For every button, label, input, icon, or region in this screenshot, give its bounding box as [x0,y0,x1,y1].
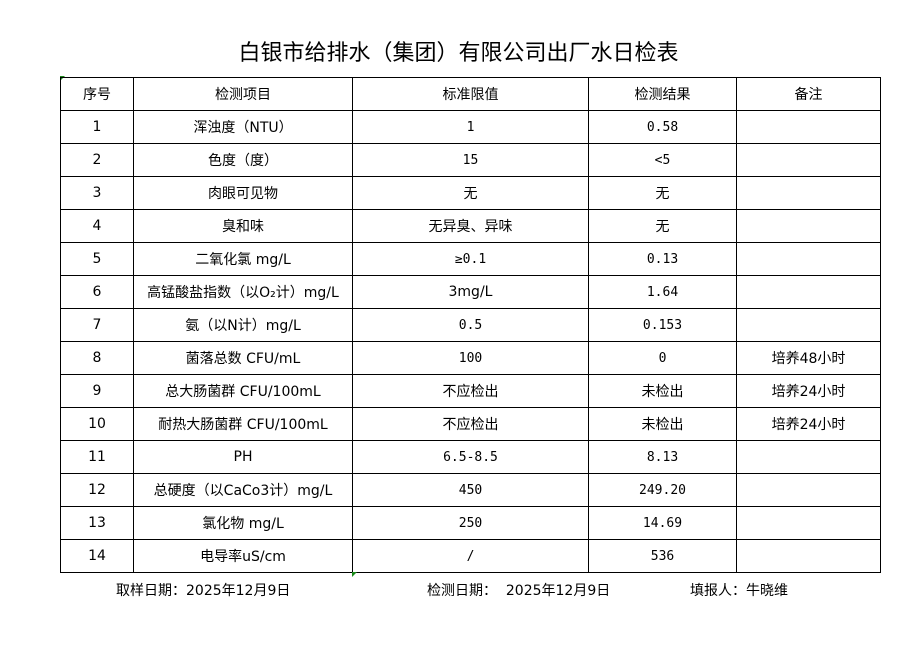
remark [736,110,881,144]
table-row: 13 氯化物 mg/L 250 14.69 [60,506,881,540]
table-row: 2 色度（度） 15 <5 [60,143,881,177]
row-index: 8 [60,341,134,375]
remark [736,440,881,474]
row-index: 3 [60,176,134,210]
item-name: 二氧化氯 mg/L [133,242,353,276]
test-result: 0.13 [588,242,737,276]
table-row: 8 菌落总数 CFU/mL 100 0 培养48小时 [60,341,881,375]
item-name: 总硬度（以CaCo3计）mg/L [133,473,353,507]
remark: 培养24小时 [736,374,881,408]
row-index: 5 [60,242,134,276]
table-row: 10 耐热大肠菌群 CFU/100mL 不应检出 未检出 培养24小时 [60,407,881,441]
standard-limit: 0.5 [352,308,589,342]
row-index: 12 [60,473,134,507]
table-row: 5 二氧化氯 mg/L ≥0.1 0.13 [60,242,881,276]
row-index: 9 [60,374,134,408]
inspection-table: 序号 检测项目 标准限值 检测结果 备注 1 浑浊度（NTU） 1 0.58 2 色度（度… [60,77,881,573]
row-index: 14 [60,539,134,573]
remark [736,506,881,540]
item-name: 菌落总数 CFU/mL [133,341,353,375]
test-result: 8.13 [588,440,737,474]
sample-date: 取样日期：2025年12月9日 [116,583,291,599]
table-row: 4 臭和味 无异臭、异味无 [60,209,881,243]
header-cell: 序号 [60,77,134,111]
standard-limit: 6.5-8.5 [352,440,589,474]
header-cell: 检测项目 [133,77,353,111]
test-result: 0 [588,341,737,375]
remark [736,209,881,243]
standard-limit: 无 [352,176,589,210]
test-result: 14.69 [588,506,737,540]
test-result: 未检出 [588,407,737,441]
remark [736,176,881,210]
remark [736,539,881,573]
item-name: 电导率uS/cm [133,539,353,573]
standard-limit: 不应检出 [352,407,589,441]
standard-limit: 无异臭、异味 [352,209,589,243]
item-name: 高锰酸盐指数（以O₂计）mg/L [133,275,353,309]
standard-limit: 15 [352,143,589,177]
remark: 培养24小时 [736,407,881,441]
item-name: 色度（度） [133,143,353,177]
test-result: 536 [588,539,737,573]
item-name: 肉眼可见物 [133,176,353,210]
remark [736,308,881,342]
test-date: 检测日期： 2025年12月9日 [427,583,611,599]
row-index: 13 [60,506,134,540]
row-index: 2 [60,143,134,177]
table-row: 1 浑浊度（NTU） 1 0.58 [60,110,881,144]
table-header: 序号 检测项目 标准限值 检测结果 备注 [60,77,881,111]
standard-limit: 不应检出 [352,374,589,408]
test-result: 0.153 [588,308,737,342]
remark [736,242,881,276]
table-row: 12 总硬度（以CaCo3计）mg/L 450 249.20 [60,473,881,507]
row-index: 4 [60,209,134,243]
item-name: 氯化物 mg/L [133,506,353,540]
table-row: 3 肉眼可见物无无 [60,176,881,210]
table-row: 7 氨（以N计）mg/L 0.5 0.153 [60,308,881,342]
item-name: 耐热大肠菌群 CFU/100mL [133,407,353,441]
cell-marker-icon [352,572,357,577]
remark: 培养48小时 [736,341,881,375]
test-result: <5 [588,143,737,177]
page-title: 白银市给排水（集团）有限公司出厂水日检表 [238,41,679,66]
test-result: 无 [588,209,737,243]
test-result: 249.20 [588,473,737,507]
header-cell: 标准限值 [352,77,589,111]
test-result: 1.64 [588,275,737,309]
table-row: 9 总大肠菌群 CFU/100mL 不应检出 未检出 培养24小时 [60,374,881,408]
standard-limit: 100 [352,341,589,375]
item-name: 总大肠菌群 CFU/100mL [133,374,353,408]
remark [736,473,881,507]
test-result: 无 [588,176,737,210]
standard-limit: ≥0.1 [352,242,589,276]
row-index: 6 [60,275,134,309]
standard-limit: 250 [352,506,589,540]
item-name: 浑浊度（NTU） [133,110,353,144]
header-cell: 检测结果 [588,77,737,111]
test-result: 0.58 [588,110,737,144]
row-index: 7 [60,308,134,342]
test-result: 未检出 [588,374,737,408]
standard-limit: 1 [352,110,589,144]
remark [736,275,881,309]
table-row: 14 电导率uS/cm/536 [60,539,881,573]
reporter: 填报人：牛晓维 [690,583,788,599]
row-index: 11 [60,440,134,474]
standard-limit: 3mg/L [352,275,589,309]
header-cell: 备注 [736,77,881,111]
item-name: 氨（以N计）mg/L [133,308,353,342]
standard-limit: 450 [352,473,589,507]
remark [736,143,881,177]
standard-limit: / [352,539,589,573]
item-name: PH [133,440,353,474]
item-name: 臭和味 [133,209,353,243]
table-row: 6 高锰酸盐指数（以O₂计）mg/L 3mg/L 1.64 [60,275,881,309]
table-row: 11 PH 6.5-8.5 8.13 [60,440,881,474]
row-index: 10 [60,407,134,441]
row-index: 1 [60,110,134,144]
